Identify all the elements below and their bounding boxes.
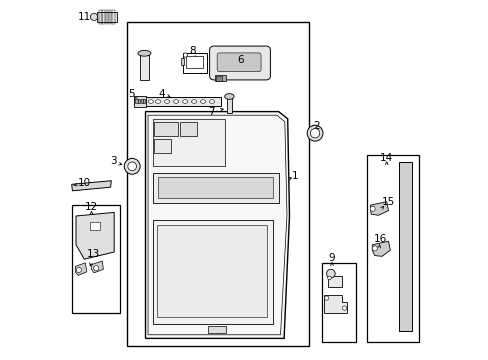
Ellipse shape bbox=[173, 100, 178, 103]
Ellipse shape bbox=[371, 246, 377, 251]
Ellipse shape bbox=[76, 267, 81, 273]
Bar bbox=[140, 55, 149, 80]
Text: 4: 4 bbox=[158, 89, 164, 99]
Polygon shape bbox=[145, 112, 289, 338]
Text: 7: 7 bbox=[207, 107, 214, 117]
Ellipse shape bbox=[369, 206, 374, 211]
Bar bbox=[112, 10, 114, 24]
FancyBboxPatch shape bbox=[209, 46, 270, 80]
Text: 10: 10 bbox=[78, 178, 91, 188]
Bar bbox=[97, 12, 117, 22]
Bar bbox=[398, 162, 411, 331]
Text: 12: 12 bbox=[85, 202, 98, 212]
Ellipse shape bbox=[127, 162, 136, 171]
Polygon shape bbox=[370, 202, 387, 215]
Ellipse shape bbox=[306, 125, 322, 141]
Polygon shape bbox=[72, 181, 111, 191]
Text: 1: 1 bbox=[291, 171, 298, 181]
Ellipse shape bbox=[155, 100, 160, 103]
Bar bbox=[327, 276, 342, 287]
Text: 2: 2 bbox=[312, 121, 319, 131]
Ellipse shape bbox=[94, 266, 99, 271]
Bar bbox=[186, 56, 203, 68]
Ellipse shape bbox=[138, 50, 151, 56]
Bar bbox=[157, 225, 266, 317]
Text: 15: 15 bbox=[381, 197, 394, 207]
Bar bbox=[366, 155, 418, 342]
Ellipse shape bbox=[200, 100, 205, 103]
Text: 6: 6 bbox=[237, 55, 244, 66]
Bar bbox=[102, 10, 104, 24]
Ellipse shape bbox=[327, 276, 330, 280]
Bar bbox=[127, 22, 309, 346]
Bar bbox=[227, 97, 231, 113]
Bar bbox=[105, 10, 108, 24]
Ellipse shape bbox=[164, 100, 169, 103]
Ellipse shape bbox=[183, 53, 187, 57]
Polygon shape bbox=[76, 212, 114, 259]
Bar bbox=[135, 99, 137, 103]
Bar bbox=[321, 263, 355, 342]
Ellipse shape bbox=[324, 296, 328, 300]
Text: 8: 8 bbox=[188, 46, 195, 57]
Ellipse shape bbox=[124, 158, 140, 174]
Ellipse shape bbox=[224, 94, 234, 99]
Text: 5: 5 bbox=[127, 89, 134, 99]
Ellipse shape bbox=[148, 100, 153, 103]
Bar bbox=[181, 58, 184, 65]
Bar bbox=[72, 205, 120, 313]
Bar bbox=[145, 97, 221, 106]
Text: 14: 14 bbox=[379, 153, 392, 163]
Polygon shape bbox=[324, 295, 346, 313]
Bar bbox=[154, 122, 178, 136]
Bar bbox=[152, 220, 273, 324]
Polygon shape bbox=[75, 263, 87, 275]
Bar bbox=[141, 99, 143, 103]
Bar bbox=[216, 76, 222, 81]
Bar bbox=[138, 99, 140, 103]
Text: 9: 9 bbox=[328, 253, 335, 264]
Text: 11: 11 bbox=[78, 12, 91, 22]
Ellipse shape bbox=[209, 100, 214, 103]
Ellipse shape bbox=[191, 100, 196, 103]
Bar bbox=[158, 177, 273, 198]
Bar bbox=[99, 10, 102, 24]
Bar bbox=[180, 122, 196, 136]
Bar bbox=[183, 53, 206, 73]
Polygon shape bbox=[371, 241, 389, 256]
Polygon shape bbox=[91, 261, 103, 273]
Bar bbox=[134, 96, 145, 107]
Ellipse shape bbox=[326, 269, 335, 278]
Bar bbox=[215, 75, 225, 81]
Bar bbox=[154, 139, 170, 153]
Bar bbox=[152, 173, 278, 203]
Ellipse shape bbox=[90, 13, 98, 21]
Text: 13: 13 bbox=[86, 249, 100, 259]
Bar bbox=[152, 119, 224, 166]
Bar bbox=[89, 222, 101, 230]
FancyBboxPatch shape bbox=[217, 53, 261, 72]
Ellipse shape bbox=[310, 129, 319, 138]
Bar bbox=[143, 99, 145, 103]
Ellipse shape bbox=[182, 100, 187, 103]
Bar bbox=[208, 326, 226, 333]
Ellipse shape bbox=[342, 306, 346, 310]
Text: 16: 16 bbox=[373, 234, 386, 244]
Bar bbox=[108, 10, 111, 24]
Text: 3: 3 bbox=[110, 156, 116, 166]
